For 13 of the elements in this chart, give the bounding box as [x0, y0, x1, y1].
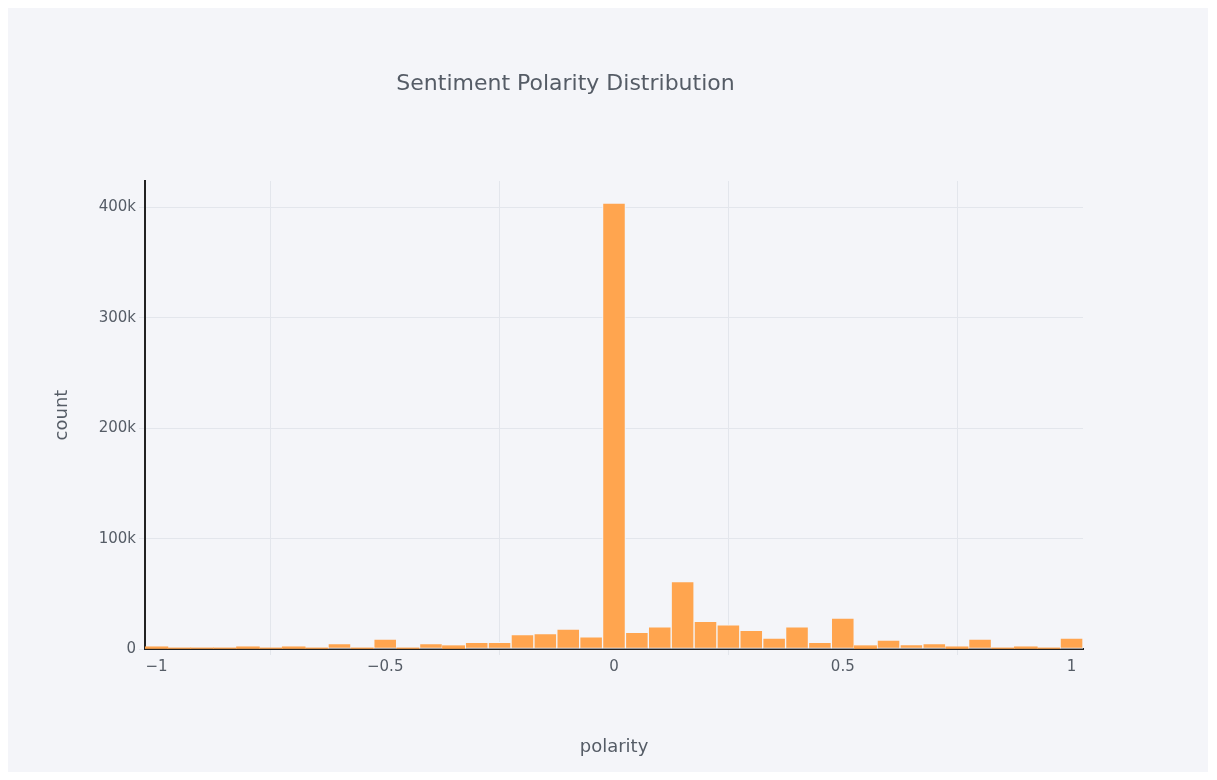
y-tick-label: 200k — [98, 418, 137, 437]
x-tick-label: 1 — [1066, 656, 1077, 675]
x-axis-title: polarity — [579, 734, 649, 756]
y-tick-label: 100k — [98, 528, 137, 547]
chart-title: Sentiment Polarity Distribution — [396, 69, 735, 95]
x-tick-label: −0.5 — [367, 656, 404, 675]
x-tick-label: 0 — [609, 656, 619, 675]
y-tick-label: 400k — [98, 197, 137, 216]
y-tick-label: 300k — [98, 307, 137, 326]
x-tick-label: −1 — [145, 656, 168, 675]
y-axis-title: count — [50, 389, 72, 441]
x-tick-label: 0.5 — [830, 656, 855, 675]
y-tick-label: 0 — [126, 638, 136, 657]
